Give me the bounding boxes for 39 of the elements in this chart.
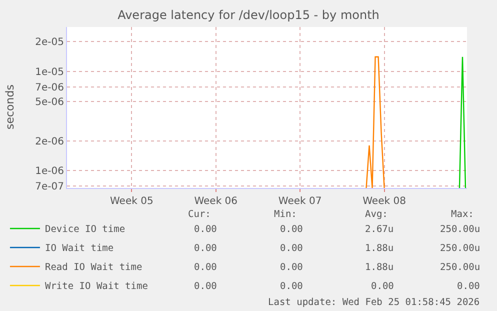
y-tick-label: 1e-06 — [35, 166, 64, 178]
y-tick-label: 1e-05 — [35, 66, 64, 78]
x-tick-label: Week 05 — [110, 196, 154, 207]
y-tick-label: 7e-06 — [35, 82, 64, 94]
text: Avg: — [365, 209, 388, 220]
text: 0.00 — [194, 243, 218, 254]
legend-label: IO Wait time — [44, 243, 114, 254]
text: 0.00 — [194, 224, 218, 235]
legend-label: Device IO time — [44, 224, 126, 236]
text: 250.00u — [440, 243, 480, 254]
text: Cur: — [188, 209, 211, 220]
y-tick-label: 7e-07 — [35, 182, 64, 193]
text: 0.00 — [280, 243, 304, 254]
x-tick-label: Week 07 — [278, 196, 322, 207]
y-axis-title: seconds — [4, 84, 16, 130]
text: 1.88u — [365, 262, 394, 273]
text: 250.00u — [440, 262, 480, 273]
legend-label: Write IO Wait time — [44, 281, 148, 292]
text: 2.67u — [365, 224, 394, 235]
x-tick-label: Week 06 — [194, 196, 238, 207]
x-tick-label: Week 08 — [362, 196, 406, 207]
text: 1.88u — [365, 243, 394, 254]
y-tick-label: 5e-06 — [35, 96, 64, 108]
y-tick-label: 2e-06 — [35, 136, 64, 148]
y-tick-label: 2e-05 — [35, 37, 64, 48]
text: Max: — [451, 209, 474, 220]
text: 0.00 — [280, 262, 304, 273]
text: Min: — [274, 209, 297, 220]
chart-title: Average latency for /dev/loop15 - by month — [118, 8, 380, 22]
text: 0.00 — [194, 281, 218, 292]
text: 0.00 — [280, 224, 304, 235]
text: 0.00 — [457, 281, 480, 292]
text: Last update: Wed Feb 25 01:58:45 2026 — [268, 297, 480, 308]
text: 250.00u — [440, 224, 480, 235]
text: 0.00 — [194, 262, 218, 273]
line-series — [366, 56, 385, 188]
legend-label: Read IO Wait time — [44, 262, 142, 274]
text: 0.00 — [371, 281, 394, 292]
text: 0.00 — [280, 281, 304, 292]
